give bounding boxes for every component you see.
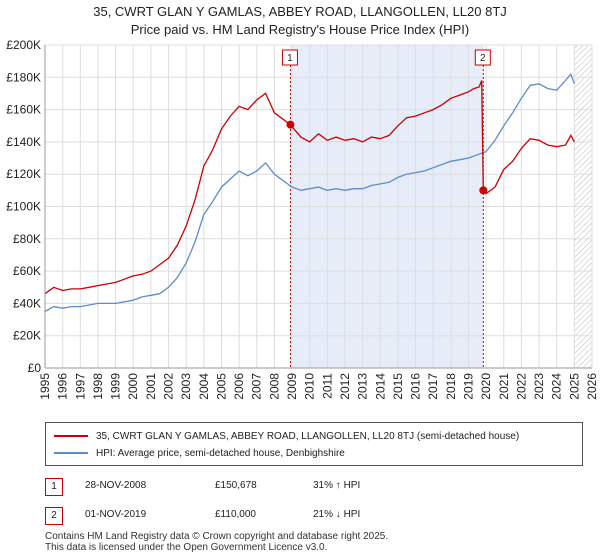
- sale-row-1: 1 28-NOV-2008 £150,678 31% ↑ HPI: [45, 477, 585, 497]
- legend-item-price: 35, CWRT GLAN Y GAMLAS, ABBEY ROAD, LLAN…: [54, 428, 519, 444]
- y-tick-label: £80K: [13, 232, 41, 246]
- x-tick-label: 2026: [585, 373, 599, 400]
- sale-label-box: [281, 49, 298, 66]
- sale-date-2: 01-NOV-2019: [85, 509, 147, 520]
- sale-label-box: [474, 49, 491, 66]
- legend-swatch-price: [54, 435, 88, 437]
- x-tick-label: 1996: [56, 373, 70, 400]
- x-tick-label: 2013: [356, 373, 370, 400]
- footer-licence: This data is licensed under the Open Gov…: [45, 542, 328, 553]
- y-tick-label: £180K: [6, 70, 41, 84]
- sale-price-2: £110,000: [215, 509, 256, 520]
- x-tick-label: 2009: [285, 373, 299, 400]
- legend-label-hpi: HPI: Average price, semi-detached house,…: [96, 447, 345, 459]
- y-tick-label: £160K: [6, 103, 41, 117]
- y-tick-label: £100K: [6, 200, 41, 214]
- legend-item-hpi: HPI: Average price, semi-detached house,…: [54, 445, 345, 461]
- sale-badge-2: 2: [45, 507, 63, 525]
- x-tick-label: 2000: [126, 373, 140, 400]
- x-tick-label: 2011: [320, 373, 334, 399]
- footer-copyright: Contains HM Land Registry data © Crown c…: [45, 531, 389, 542]
- sale-label-text: 1: [287, 53, 293, 64]
- x-tick-label: 2014: [373, 373, 387, 400]
- x-tick-label: 2025: [567, 373, 581, 400]
- sale-hpi-1: 31% ↑ HPI: [313, 480, 361, 491]
- chart-subtitle: Price paid vs. HM Land Registry's House …: [130, 22, 470, 37]
- x-tick-label: 2004: [197, 373, 211, 400]
- x-tick-label: 1995: [38, 373, 52, 400]
- legend-label-price: 35, CWRT GLAN Y GAMLAS, ABBEY ROAD, LLAN…: [96, 430, 520, 442]
- x-tick-label: 2021: [497, 373, 511, 400]
- y-tick-label: £40K: [13, 296, 41, 310]
- x-tick-label: 2019: [461, 373, 475, 400]
- x-tick-label: 2001: [144, 373, 158, 400]
- sale-price-1: £150,678: [215, 480, 257, 491]
- x-tick-label: 2012: [338, 373, 352, 400]
- x-tick-label: 2008: [267, 373, 281, 400]
- legend: 35, CWRT GLAN Y GAMLAS, ABBEY ROAD, LLAN…: [45, 422, 583, 466]
- x-tick-label: 2007: [250, 373, 264, 400]
- price-series-line: [44, 80, 575, 295]
- sale-row-2: 2 01-NOV-2019 £110,000 21% ↓ HPI: [45, 506, 585, 526]
- x-tick-label: 2015: [391, 373, 405, 400]
- x-tick-label: 2022: [514, 373, 528, 400]
- x-tick-label: 2002: [162, 373, 176, 400]
- sale-hpi-2: 21% ↓ HPI: [313, 509, 361, 520]
- legend-swatch-hpi: [54, 452, 88, 454]
- x-tick-label: 2003: [179, 373, 193, 400]
- x-tick-label: 2020: [479, 373, 493, 400]
- sale-date-1: 28-NOV-2008: [85, 480, 147, 491]
- x-tick-label: 2017: [426, 373, 440, 400]
- y-tick-label: £20K: [13, 329, 41, 343]
- x-tick-label: 1999: [109, 373, 123, 400]
- sale-point: [286, 120, 295, 129]
- x-tick-label: 2005: [214, 373, 228, 400]
- sale-label-text: 2: [480, 53, 486, 64]
- y-tick-label: £200K: [6, 38, 41, 52]
- x-tick-label: 1997: [73, 373, 87, 400]
- y-tick-label: £0: [28, 361, 42, 375]
- x-tick-label: 2016: [409, 373, 423, 400]
- y-tick-label: £120K: [6, 167, 41, 181]
- y-tick-label: £140K: [6, 135, 41, 149]
- line-chart: £0 £20K £40K £60K £80K £100K £120K £140K £160K £1…: [6, 38, 599, 400]
- sale-badge-1: 1: [45, 478, 63, 496]
- sale-point: [479, 186, 488, 195]
- x-tick-label: 2010: [303, 373, 317, 400]
- hpi-series-line: [44, 72, 576, 313]
- chart-title: 35, CWRT GLAN Y GAMLAS, ABBEY ROAD, LLAN…: [93, 4, 507, 19]
- x-tick-label: 2018: [444, 373, 458, 400]
- x-tick-label: 2024: [550, 373, 564, 400]
- y-tick-label: £60K: [13, 264, 41, 278]
- x-tick-label: 2023: [532, 373, 546, 400]
- x-tick-label: 1998: [91, 373, 105, 400]
- x-tick-label: 2006: [232, 373, 246, 400]
